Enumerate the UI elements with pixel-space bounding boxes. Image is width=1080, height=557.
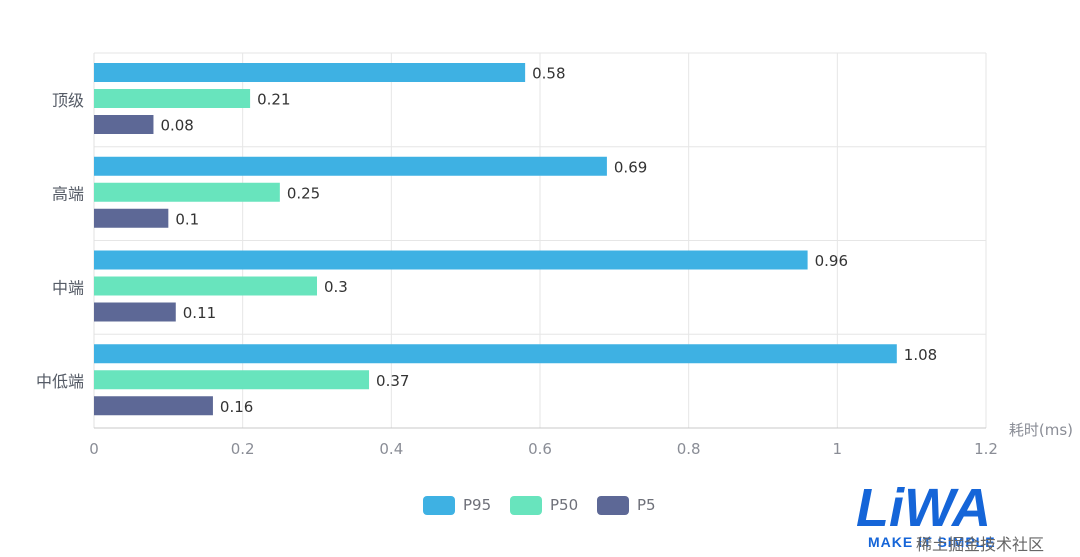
bar-value-label: 0.11: [183, 304, 216, 322]
x-axis-title: 耗时(ms): [1009, 421, 1073, 439]
bar-value-label: 0.58: [532, 65, 565, 83]
legend-swatch-p5: [597, 495, 629, 515]
x-tick-label: 0: [89, 440, 99, 458]
bar-p95: [94, 250, 808, 270]
x-tick-label: 0.6: [528, 440, 552, 458]
y-category-label: 中低端: [36, 372, 84, 391]
x-tick-label: 0.8: [677, 440, 701, 458]
chart-legend: P95 P50 P5: [0, 492, 1080, 518]
legend-label-p50: P50: [550, 496, 579, 514]
y-category-label: 高端: [52, 185, 84, 204]
bar-p50: [94, 276, 317, 296]
bar-value-label: 0.25: [287, 184, 320, 202]
bar-value-label: 0.21: [257, 91, 290, 109]
logo-text: LiWA: [856, 478, 991, 534]
legend-label-p95: P95: [463, 496, 492, 514]
bar-p5: [94, 208, 169, 228]
community-text: 稀土掘金技术社区: [916, 535, 1045, 554]
x-tick-label: 0.2: [231, 440, 255, 458]
legend-item-p5[interactable]: P5: [597, 492, 656, 518]
watermark: LiWA MAKE IT SIMPLE 稀土掘金技术社区: [852, 478, 1080, 557]
liwa-logo-icon: LiWA: [856, 478, 991, 534]
legend-swatch-p50: [510, 495, 542, 515]
y-category-label: 顶级: [52, 91, 84, 110]
bar-p95: [94, 344, 897, 364]
bar-value-label: 0.16: [220, 398, 253, 416]
bar-value-label: 0.1: [175, 210, 199, 228]
x-tick-label: 0.4: [379, 440, 403, 458]
bar-value-label: 0.37: [376, 372, 409, 390]
legend-item-p50[interactable]: P50: [510, 492, 578, 518]
legend-swatch-p95: [423, 495, 455, 515]
bar-p95: [94, 63, 526, 82]
x-tick-label: 1.2: [974, 440, 998, 458]
bar-value-label: 1.08: [904, 346, 937, 364]
bar-p5: [94, 115, 154, 134]
bar-value-label: 0.69: [614, 158, 647, 176]
bar-value-label: 0.96: [815, 252, 848, 270]
tagline-text: MAKE IT SIMPLE: [868, 534, 996, 550]
y-category-label: 中端: [52, 278, 84, 297]
bar-p50: [94, 89, 251, 108]
bar-p5: [94, 302, 176, 322]
bar-p95: [94, 156, 607, 176]
bar-value-label: 0.08: [160, 117, 193, 135]
bar-p50: [94, 370, 370, 390]
legend-label-p5: P5: [637, 496, 656, 514]
bar-value-label: 0.3: [324, 278, 348, 296]
bar-p50: [94, 182, 280, 202]
legend-item-p95[interactable]: P95: [423, 492, 491, 518]
x-tick-label: 1: [833, 440, 843, 458]
bar-p5: [94, 396, 213, 416]
